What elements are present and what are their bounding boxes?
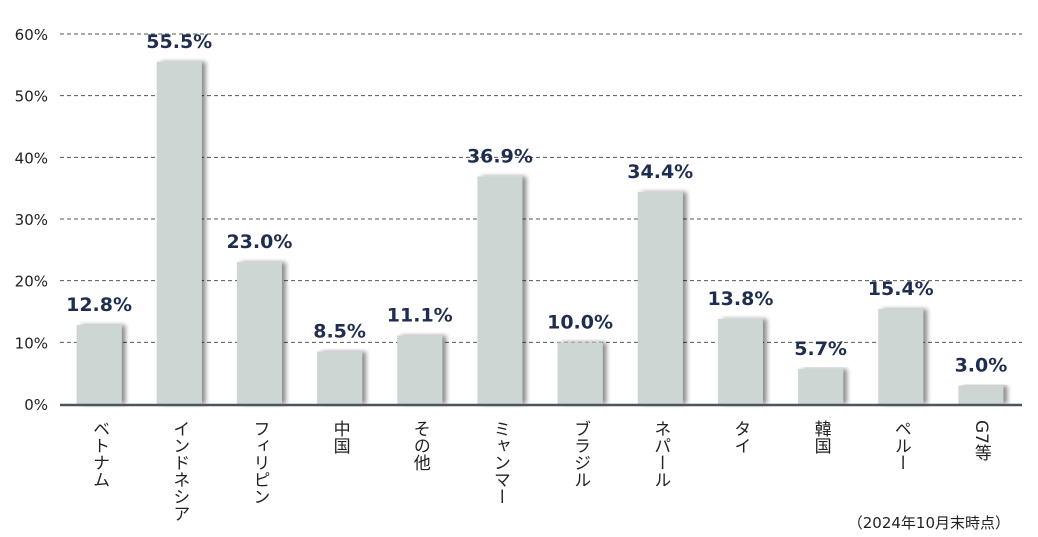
- x-tick-label: フィリピン: [249, 420, 269, 505]
- data-label: 36.9%: [467, 145, 533, 167]
- y-tick-label: 0%: [24, 396, 48, 414]
- y-tick-label: 20%: [15, 273, 48, 291]
- bar: [477, 176, 523, 404]
- x-tick-label: ブラジル: [570, 420, 590, 488]
- bar: [798, 368, 844, 404]
- data-label: 10.0%: [547, 311, 613, 333]
- y-tick-label: 10%: [15, 334, 48, 352]
- x-tick-label: 中国: [330, 420, 350, 454]
- data-label: 3.0%: [955, 355, 1008, 377]
- bar: [878, 309, 924, 404]
- bar: [397, 335, 443, 404]
- y-tick-label: 50%: [15, 88, 48, 106]
- x-tick-label: ベトナム: [89, 420, 109, 488]
- footnote: （2024年10月末時点）: [847, 514, 1010, 532]
- bar: [156, 61, 202, 404]
- data-label: 55.5%: [146, 31, 212, 53]
- data-label: 8.5%: [313, 321, 366, 343]
- y-tick-label: 30%: [15, 211, 48, 229]
- bar: [317, 351, 363, 404]
- bar: [637, 191, 683, 404]
- x-tick-label: ペルー: [891, 420, 911, 471]
- data-label: 23.0%: [226, 231, 292, 253]
- bar: [557, 342, 603, 404]
- data-label: 12.8%: [66, 294, 132, 316]
- x-tick-label: その他: [410, 420, 431, 471]
- data-label: 34.4%: [627, 161, 693, 183]
- bar: [76, 325, 122, 404]
- bar: [717, 318, 763, 404]
- x-tick-label: インドネシア: [169, 420, 189, 522]
- x-tick-label: タイ: [730, 420, 750, 454]
- x-tick-label: ミャンマー: [490, 420, 510, 505]
- x-tick-label: ネパール: [650, 420, 670, 488]
- bar: [236, 262, 282, 404]
- x-tick-label: G7等: [971, 420, 992, 461]
- x-tick-label: 韓国: [811, 420, 832, 454]
- data-label: 5.7%: [794, 338, 847, 360]
- y-tick-label: 60%: [15, 26, 48, 44]
- y-tick-label: 40%: [15, 149, 48, 167]
- bar: [958, 385, 1004, 404]
- data-label: 15.4%: [868, 278, 934, 300]
- data-label: 13.8%: [707, 288, 773, 310]
- data-label: 11.1%: [387, 305, 453, 327]
